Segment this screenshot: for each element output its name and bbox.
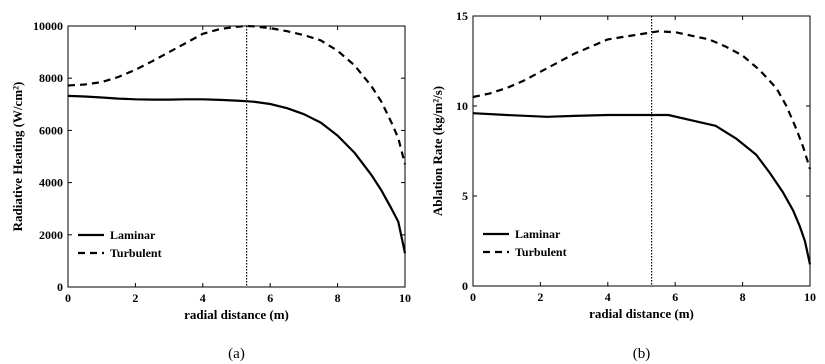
- chart1-x-tick-label: 0: [470, 290, 476, 304]
- chart0-legend-label-turbulent: Turbulent: [110, 246, 162, 260]
- chart0-x-tick-label: 4: [200, 291, 206, 305]
- chart0-y-tick-label: 4000: [39, 176, 63, 190]
- chart1-x-tick-label: 6: [672, 290, 678, 304]
- chart0-caption: (a): [228, 346, 245, 362]
- chart1-caption: (b): [633, 346, 651, 362]
- chart0-x-tick-label: 6: [267, 291, 273, 305]
- chart1-x-tick-label: 10: [804, 290, 816, 304]
- chart0-y-axis-label: Radiative Heating (W/cm²): [10, 82, 25, 232]
- chart1-x-tick-label: 8: [740, 290, 746, 304]
- chart0-y-tick-label: 8000: [39, 71, 63, 85]
- chart0-x-tick-label: 0: [65, 291, 71, 305]
- chart0-y-tick-label: 6000: [39, 123, 63, 137]
- chart1-legend-label-turbulent: Turbulent: [515, 245, 567, 259]
- chart1-y-axis-label: Ablation Rate (kg/m²/s): [430, 86, 445, 216]
- chart0-y-tick-label: 2000: [39, 228, 63, 242]
- chart0-legend-label-laminar: Laminar: [110, 228, 156, 242]
- chart0-y-tick-label: 10000: [33, 19, 63, 33]
- chart0-x-axis-label: radial distance (m): [184, 307, 289, 322]
- chart1-y-tick-label: 0: [462, 279, 468, 293]
- chart0-x-tick-label: 8: [335, 291, 341, 305]
- chart1-plot-frame: [472, 15, 811, 287]
- chart0-series-laminar-line: [67, 94, 407, 254]
- chart1-x-axis-label: radial distance (m): [589, 306, 694, 321]
- chart0-x-tick-label: 10: [399, 291, 411, 305]
- chart1-series-turbulent-line: [472, 30, 812, 170]
- chart1-y-tick-label: 5: [462, 189, 468, 203]
- chart1-series-laminar-line: [472, 112, 812, 265]
- chart0-x-tick-label: 2: [132, 291, 138, 305]
- chart1-x-tick-label: 2: [537, 290, 543, 304]
- chart1-y-tick-label: 10: [456, 99, 468, 113]
- chart0-series-turbulent-line: [67, 24, 407, 165]
- chart1-legend-label-laminar: Laminar: [515, 227, 561, 241]
- chart1-x-tick-label: 4: [605, 290, 611, 304]
- chart0-y-tick-label: 0: [57, 280, 63, 294]
- chart1-y-tick-label: 15: [456, 9, 468, 23]
